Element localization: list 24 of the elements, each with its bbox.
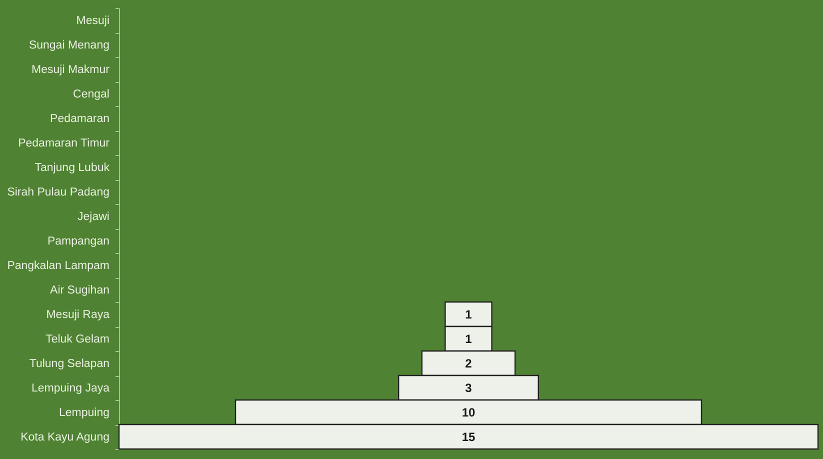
data-label: 1 [465, 332, 472, 346]
category-label: Pedamaran [50, 112, 110, 125]
category-label: Jejawi [78, 210, 110, 223]
category-label: Pangkalan Lampam [7, 260, 110, 272]
data-label: 3 [465, 380, 472, 395]
category-label: Mesuji Raya [46, 308, 110, 321]
category-label: Sungai Menang [28, 39, 110, 52]
category-label: Mesuji [76, 14, 110, 27]
category-label: Air Sugihan [50, 284, 110, 296]
category-label: Lempuing [58, 406, 110, 419]
category-label: Lempuing Jaya [32, 382, 110, 394]
category-label: Sirah Pulau Padang [7, 186, 110, 198]
category-label: Tanjung Lubuk [34, 162, 110, 174]
data-label: 1 [465, 307, 472, 322]
category-label: Mesuji Makmur [32, 64, 110, 76]
data-label: 2 [465, 356, 472, 370]
category-label: Teluk Gelam [46, 333, 110, 346]
category-label: Kota Kayu Agung [20, 431, 110, 444]
category-label: Pedamaran Timur [18, 137, 110, 150]
category-label: Pampangan [47, 235, 110, 248]
category-label: Tulung Selapan [29, 358, 110, 370]
data-label: 10 [462, 405, 476, 420]
category-label: Cengal [73, 88, 110, 100]
data-label: 15 [462, 430, 476, 444]
